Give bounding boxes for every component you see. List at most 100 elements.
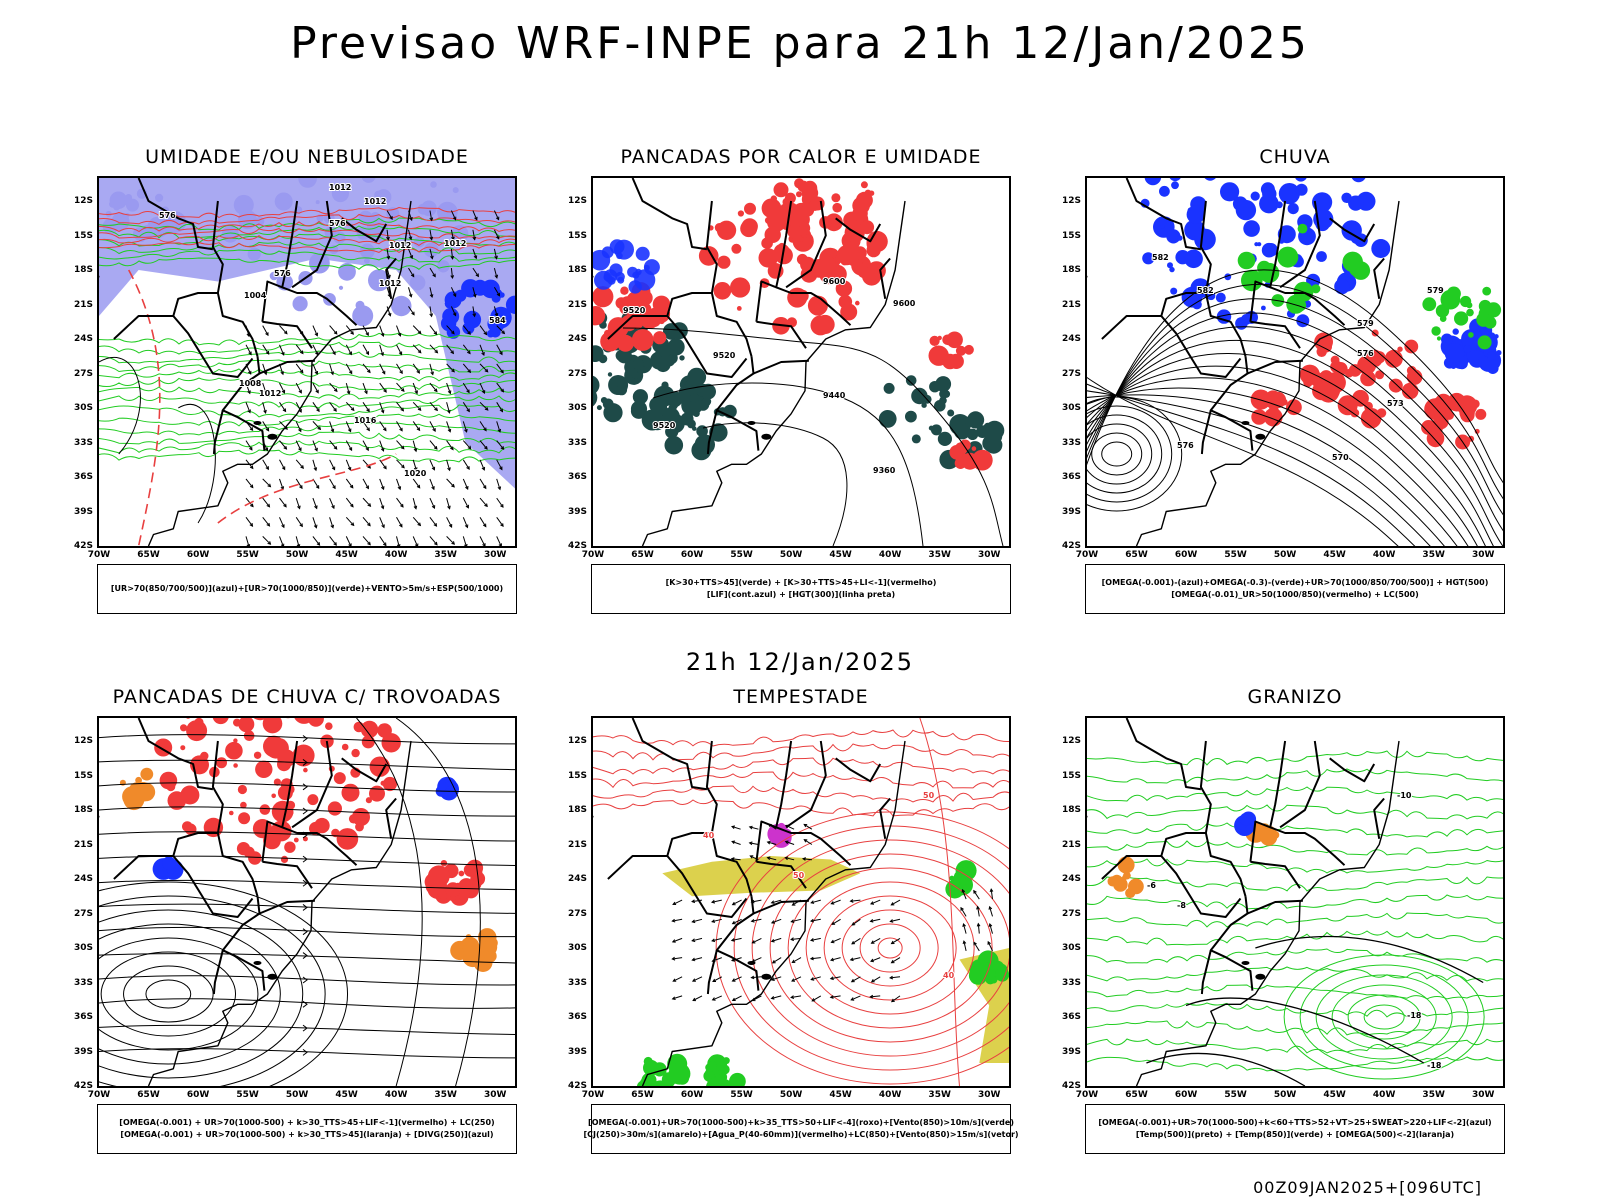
latitude-tick-label: 36S [567,472,587,482]
longitude-axis: 70W 65W 60W 55W 50W 45W 40W 35W 30W [88,1090,517,1104]
longitude-tick-label: 70W [581,550,605,560]
latitude-tick-label: 36S [73,472,93,482]
map-umidade: 1012 1012 1012 1012 1004 1012 1008 1012 1020 1016… [97,176,517,548]
contour-label: 576 [159,211,176,220]
contour-label: 1020 [404,469,427,478]
longitude-tick-label: 60W [1174,1090,1198,1100]
panel-title: TEMPESTADE [733,686,869,708]
latitude-tick-label: 39S [73,1046,93,1057]
geography-layer [1087,178,1400,546]
longitude-tick-label: 65W [137,1090,160,1100]
latitude-tick-label: 42S [567,1081,587,1091]
latitude-tick-label: 18S [567,805,587,815]
latitude-tick-label: 42S [1061,1081,1081,1091]
panel-title: PANCADAS DE CHUVA C/ TROVOADAS [112,686,502,708]
longitude-axis: 70W 65W 60W 55W 50W 45W 40W 35W 30W [582,550,1011,564]
latitude-tick-label: 33S [73,977,93,988]
longitude-tick-label: 60W [1174,550,1198,560]
longitude-tick-label: 30W [977,550,1001,560]
longitude-tick-label: 65W [631,550,654,560]
longitude-tick-label: 70W [87,550,111,560]
legend-box: [UR>70(850/700/500)](azul)+[UR>70(1000/8… [97,564,517,614]
longitude-tick-label: 30W [977,1090,1001,1100]
legend-line: [CJ(250)>30m/s](amarelo)+[Agua_P(40-60mm… [583,1130,1019,1139]
latitude-tick-label: 39S [1061,1046,1081,1057]
contour-label: 50 [923,791,935,800]
panel-title: PANCADAS POR CALOR E UMIDADE [620,146,982,168]
contour-label: -6 [1147,881,1156,890]
latitude-tick-label: 12S [73,196,93,206]
map-pancadas-trovoadas [97,716,517,1088]
longitude-tick-label: 60W [680,550,704,560]
latitude-tick-label: 33S [73,437,93,448]
contour-label: -10 [1397,791,1412,800]
contour-label: -18 [1407,1011,1422,1020]
contour-label: -8 [1177,901,1186,910]
contour-label: 1008 [239,379,262,388]
contour-label: 9520 [713,351,736,360]
latitude-tick-label: 33S [567,977,587,988]
longitude-tick-label: 45W [1323,1090,1346,1100]
legend-box: [K>30+TTS>45](verde) + [K>30+TTS>45+LI<-… [591,564,1011,614]
latitude-tick-label: 27S [73,908,93,919]
longitude-tick-label: 50W [285,550,309,560]
longitude-tick-label: 55W [236,550,259,560]
contour-label: 40 [703,831,715,840]
contour-label: 1012 [379,279,401,288]
longitude-tick-label: 50W [1273,1090,1297,1100]
latitude-tick-label: 12S [567,736,587,746]
contour-label: 573 [1387,399,1404,408]
legend-line: [K>30+TTS>45](verde) + [K>30+TTS>45+LI<-… [665,578,937,587]
longitude-tick-label: 45W [335,550,358,560]
contour-label: 9600 [893,299,916,308]
latitude-tick-label: 18S [73,265,93,275]
latitude-tick-label: 12S [1061,736,1081,746]
longitude-tick-label: 65W [1125,550,1148,560]
legend-line: [OMEGA(-0.001) + UR>70(1000-500) + k>30_… [119,1118,495,1127]
legend-line: [OMEGA(-0.001)-(azul)+OMEGA(-0.3)-(verde… [1101,578,1489,587]
longitude-tick-label: 35W [1422,1090,1445,1100]
latitude-tick-label: 18S [73,805,93,815]
contour-label: 1012 [364,197,386,206]
panel-title: UMIDADE E/OU NEBULOSIDADE [145,146,469,168]
legend-box: [OMEGA(-0.001)+UR>70(1000-500)+k<60+TTS>… [1085,1104,1505,1154]
contour-label: 576 [1357,349,1374,358]
contour-label: 9520 [653,421,676,430]
latitude-tick-label: 12S [567,196,587,206]
longitude-tick-label: 55W [1224,1090,1247,1100]
latitude-tick-label: 24S [567,874,587,884]
latitude-tick-label: 39S [567,1046,587,1057]
latitude-tick-label: 33S [1061,977,1081,988]
longitude-tick-label: 50W [1273,550,1297,560]
latitude-tick-label: 21S [567,299,587,310]
latitude-axis: 12S 15S 18S 21S 24S 27S 30S 33S 36S 39S 42S [1045,716,1081,1091]
contour-label: -18 [1427,1061,1442,1070]
longitude-tick-label: 60W [186,1090,210,1100]
contour-label: 584 [489,316,506,325]
latitude-axis: 12S 15S 18S 21S 24S 27S 30S 33S 36S 39S 42S [551,176,587,551]
latitude-tick-label: 21S [73,299,93,310]
latitude-tick-label: 42S [567,541,587,551]
longitude-tick-label: 40W [1372,550,1396,560]
geography-layer [593,718,906,1086]
latitude-tick-label: 27S [1061,368,1081,379]
geography-layer [99,178,412,546]
longitude-tick-label: 50W [285,1090,309,1100]
latitude-tick-label: 21S [1061,299,1081,310]
latitude-axis: 12S 15S 18S 21S 24S 27S 30S 33S 36S 39S 42S [57,176,93,551]
latitude-tick-label: 18S [1061,265,1081,275]
latitude-tick-label: 36S [73,1012,93,1022]
longitude-tick-label: 40W [1372,1090,1396,1100]
contour-label: 570 [1332,453,1349,462]
latitude-tick-label: 30S [73,403,93,413]
latitude-tick-label: 39S [567,506,587,517]
map-pancadas-calor: 9600 9600 9520 9520 9440 9360 9520 [591,176,1011,548]
longitude-tick-label: 70W [87,1090,111,1100]
labels-layer: 582 582 579 576 573 570 576 579 [1151,252,1445,463]
latitude-tick-label: 36S [1061,472,1081,482]
legend-box: [OMEGA(-0.001)-(azul)+OMEGA(-0.3)-(verde… [1085,564,1505,614]
longitude-tick-label: 35W [434,550,457,560]
legend-line: [OMEGA(-0.01)_UR>50(1000/850)(vermelho) … [1171,590,1419,599]
longitude-tick-label: 60W [186,550,210,560]
longitude-axis: 70W 65W 60W 55W 50W 45W 40W 35W 30W [582,1090,1011,1104]
